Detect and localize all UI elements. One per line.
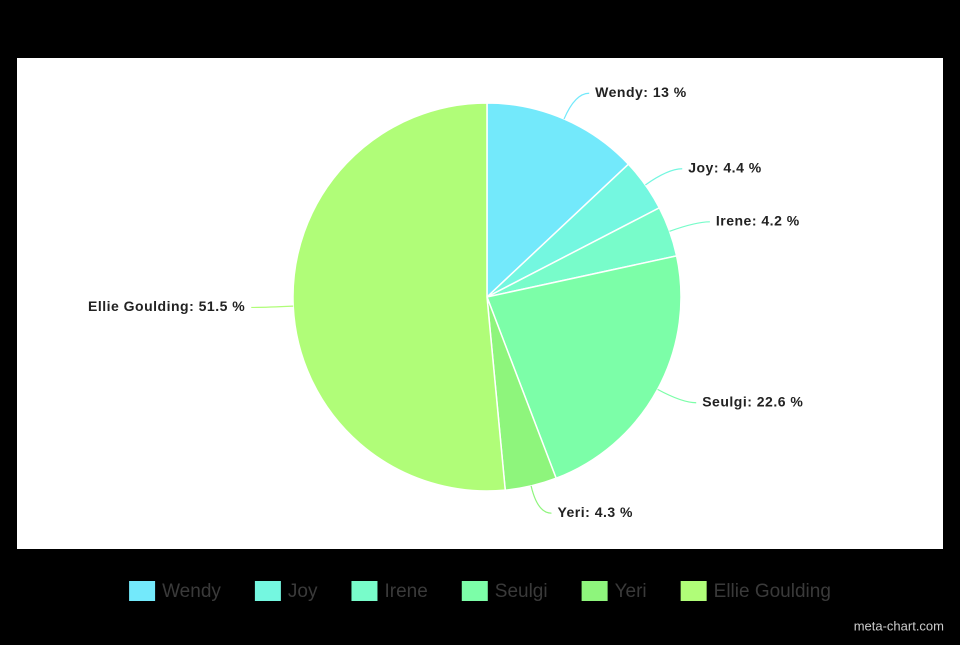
legend-label: Irene bbox=[384, 581, 427, 602]
legend-swatch bbox=[129, 581, 156, 601]
data-label: Yeri: 4.3 % bbox=[557, 504, 633, 520]
data-label: Wendy: 13 % bbox=[595, 84, 687, 100]
data-label: Irene: 4.2 % bbox=[716, 213, 800, 229]
legend-swatch bbox=[254, 581, 281, 601]
legend-item: Yeri bbox=[581, 581, 647, 602]
legend-swatch bbox=[461, 581, 488, 601]
watermark: meta-chart.com bbox=[854, 618, 944, 633]
leader-line bbox=[669, 221, 710, 232]
leader-line bbox=[563, 92, 590, 120]
legend-label: Ellie Goulding bbox=[714, 581, 831, 602]
pie-slice bbox=[486, 102, 630, 299]
legend-swatch bbox=[351, 581, 378, 601]
legend-label: Joy bbox=[288, 581, 318, 602]
legend-item: Joy bbox=[254, 581, 318, 602]
legend-swatch bbox=[680, 581, 707, 601]
pie-slice bbox=[292, 102, 507, 492]
legend-item: Wendy bbox=[129, 581, 221, 602]
legend-item: Ellie Goulding bbox=[680, 581, 831, 602]
legend: Wendy Joy Irene Seulgi Yeri Ellie Goulding bbox=[129, 581, 831, 602]
data-label: Seulgi: 22.6 % bbox=[702, 393, 803, 409]
pie: Wendy: 13 % Joy: 4.4 % Irene: 4.2 % Seulgi:… bbox=[88, 84, 803, 520]
leader-line bbox=[645, 168, 683, 186]
legend-item: Seulgi bbox=[461, 581, 548, 602]
legend-item: Irene bbox=[351, 581, 428, 602]
data-label: Joy: 4.4 % bbox=[688, 159, 762, 175]
leader-line bbox=[530, 485, 552, 514]
data-label: Ellie Goulding: 51.5 % bbox=[88, 298, 245, 314]
legend-label: Yeri bbox=[615, 581, 647, 602]
leader-line bbox=[251, 305, 294, 309]
legend-swatch bbox=[581, 581, 608, 601]
leader-line bbox=[657, 388, 697, 404]
legend-label: Seulgi bbox=[495, 581, 548, 602]
legend-label: Wendy bbox=[162, 581, 221, 602]
